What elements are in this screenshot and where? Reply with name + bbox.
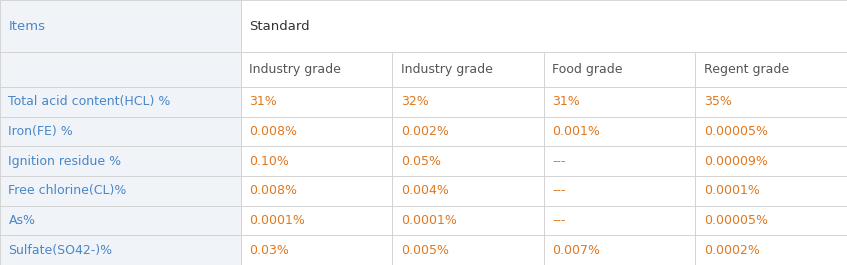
- Bar: [544, 117, 695, 146]
- Bar: [392, 235, 544, 265]
- Text: 0.00005%: 0.00005%: [704, 125, 768, 138]
- Bar: [392, 117, 544, 146]
- Bar: [241, 206, 392, 235]
- Text: ---: ---: [552, 184, 566, 197]
- Text: Industry grade: Industry grade: [249, 63, 340, 76]
- Bar: [695, 146, 847, 176]
- Text: 35%: 35%: [704, 95, 732, 108]
- Text: 0.05%: 0.05%: [401, 155, 440, 168]
- Bar: [544, 52, 695, 87]
- Bar: [0, 206, 241, 235]
- Text: Total acid content(HCL) %: Total acid content(HCL) %: [8, 95, 171, 108]
- Bar: [0, 235, 241, 265]
- Bar: [0, 0, 241, 52]
- Text: 0.03%: 0.03%: [249, 244, 289, 257]
- Bar: [392, 52, 544, 87]
- Text: 31%: 31%: [249, 95, 277, 108]
- Text: 0.005%: 0.005%: [401, 244, 449, 257]
- Text: 31%: 31%: [552, 95, 580, 108]
- Text: 0.00009%: 0.00009%: [704, 155, 767, 168]
- Text: 0.0001%: 0.0001%: [704, 184, 760, 197]
- Text: Regent grade: Regent grade: [704, 63, 789, 76]
- Text: 0.008%: 0.008%: [249, 125, 297, 138]
- Bar: [392, 87, 544, 117]
- Bar: [0, 146, 241, 176]
- Text: Standard: Standard: [249, 20, 310, 33]
- Text: 0.002%: 0.002%: [401, 125, 449, 138]
- Text: 0.0001%: 0.0001%: [401, 214, 457, 227]
- Text: 32%: 32%: [401, 95, 429, 108]
- Bar: [241, 117, 392, 146]
- Text: 0.004%: 0.004%: [401, 184, 449, 197]
- Bar: [241, 176, 392, 206]
- Text: 0.00005%: 0.00005%: [704, 214, 768, 227]
- Bar: [544, 235, 695, 265]
- Text: 0.10%: 0.10%: [249, 155, 289, 168]
- Text: As%: As%: [8, 214, 36, 227]
- Bar: [392, 206, 544, 235]
- Bar: [392, 176, 544, 206]
- Bar: [695, 52, 847, 87]
- Bar: [0, 52, 241, 87]
- Text: Industry grade: Industry grade: [401, 63, 492, 76]
- Bar: [0, 87, 241, 117]
- Bar: [544, 176, 695, 206]
- Text: ---: ---: [552, 155, 566, 168]
- Text: Free chlorine(CL)%: Free chlorine(CL)%: [8, 184, 127, 197]
- Bar: [241, 87, 392, 117]
- Text: ---: ---: [552, 214, 566, 227]
- Text: Iron(FE) %: Iron(FE) %: [8, 125, 73, 138]
- Text: Ignition residue %: Ignition residue %: [8, 155, 122, 168]
- Bar: [241, 146, 392, 176]
- Bar: [0, 176, 241, 206]
- Bar: [241, 0, 847, 52]
- Text: Sulfate(SO42-)%: Sulfate(SO42-)%: [8, 244, 113, 257]
- Bar: [241, 235, 392, 265]
- Text: Food grade: Food grade: [552, 63, 623, 76]
- Bar: [544, 206, 695, 235]
- Text: Items: Items: [8, 20, 46, 33]
- Bar: [544, 146, 695, 176]
- Bar: [392, 146, 544, 176]
- Text: 0.001%: 0.001%: [552, 125, 601, 138]
- Text: 0.0002%: 0.0002%: [704, 244, 760, 257]
- Bar: [544, 87, 695, 117]
- Text: 0.008%: 0.008%: [249, 184, 297, 197]
- Bar: [695, 117, 847, 146]
- Text: 0.0001%: 0.0001%: [249, 214, 305, 227]
- Bar: [0, 117, 241, 146]
- Bar: [695, 206, 847, 235]
- Bar: [241, 52, 392, 87]
- Bar: [695, 87, 847, 117]
- Text: 0.007%: 0.007%: [552, 244, 601, 257]
- Bar: [695, 176, 847, 206]
- Bar: [695, 235, 847, 265]
